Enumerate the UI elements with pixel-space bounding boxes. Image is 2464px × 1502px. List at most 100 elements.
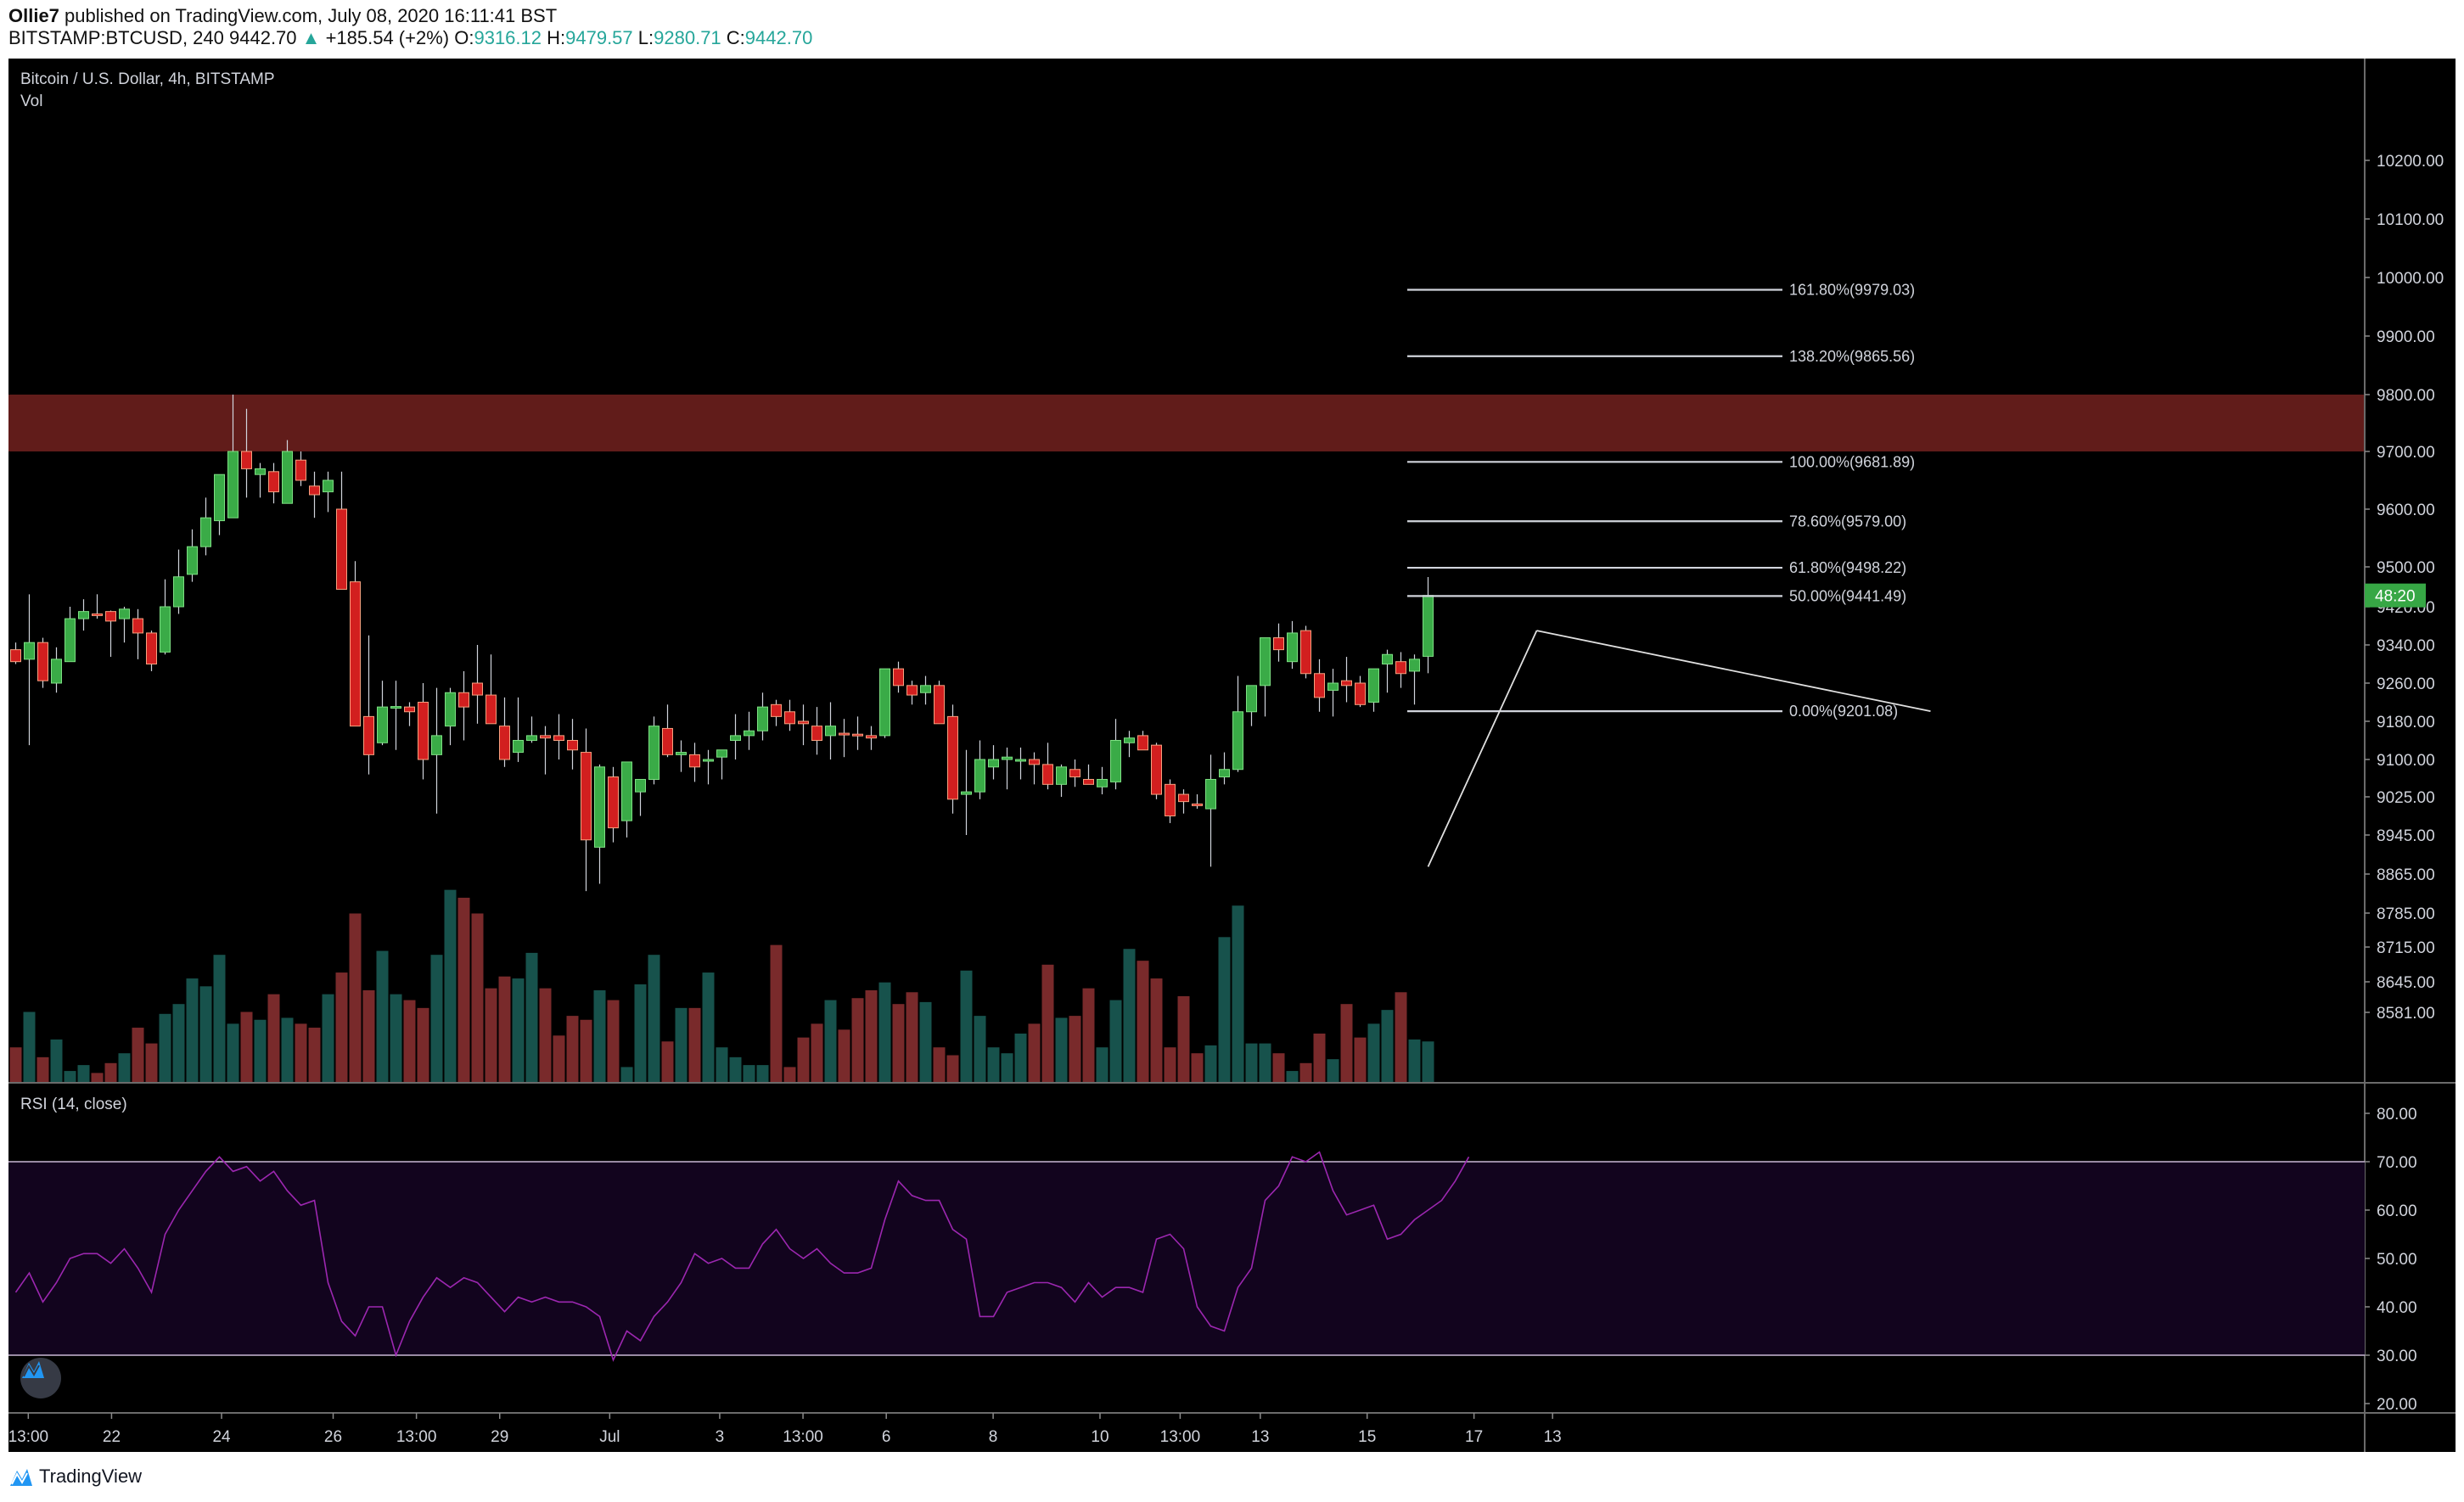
candle-body[interactable] bbox=[811, 726, 822, 741]
candle-body[interactable] bbox=[934, 685, 945, 725]
candle-body[interactable] bbox=[105, 611, 116, 622]
candle-body[interactable] bbox=[906, 685, 918, 696]
candle-body[interactable] bbox=[771, 703, 782, 717]
candle-body[interactable] bbox=[1205, 778, 1216, 810]
candle-body[interactable] bbox=[648, 726, 659, 780]
candle-body[interactable] bbox=[200, 517, 211, 547]
candle-body[interactable] bbox=[553, 735, 564, 741]
candle-body[interactable] bbox=[350, 581, 361, 727]
candle-body[interactable] bbox=[1151, 744, 1162, 795]
candle-body[interactable] bbox=[1409, 659, 1420, 672]
candle-body[interactable] bbox=[879, 668, 890, 737]
candle-body[interactable] bbox=[744, 730, 755, 737]
candle-body[interactable] bbox=[214, 474, 225, 522]
candle-body[interactable] bbox=[336, 508, 347, 590]
candle-body[interactable] bbox=[255, 468, 266, 475]
candle-body[interactable] bbox=[486, 694, 497, 725]
candle-body[interactable] bbox=[1273, 637, 1284, 651]
candle-body[interactable] bbox=[1124, 737, 1135, 743]
candle-body[interactable] bbox=[988, 759, 999, 768]
candle-body[interactable] bbox=[309, 485, 320, 496]
candle-body[interactable] bbox=[51, 659, 62, 684]
candle-body[interactable] bbox=[1192, 803, 1203, 806]
candle-body[interactable] bbox=[689, 754, 700, 768]
candle-body[interactable] bbox=[295, 459, 306, 481]
candle-body[interactable] bbox=[893, 668, 904, 687]
trend-line[interactable] bbox=[1427, 630, 1538, 867]
candle-body[interactable] bbox=[363, 715, 374, 755]
candle-body[interactable] bbox=[1327, 682, 1339, 691]
candle-body[interactable] bbox=[1260, 637, 1271, 687]
candle-body[interactable] bbox=[132, 618, 143, 634]
candle-body[interactable] bbox=[1029, 759, 1040, 765]
candle-body[interactable] bbox=[65, 618, 76, 663]
candle-body[interactable] bbox=[526, 735, 537, 741]
candle-body[interactable] bbox=[1083, 778, 1094, 785]
candle-body[interactable] bbox=[974, 759, 985, 793]
candle-body[interactable] bbox=[1423, 595, 1434, 657]
candle-body[interactable] bbox=[825, 726, 836, 737]
candle-body[interactable] bbox=[1341, 680, 1352, 687]
candle-body[interactable] bbox=[716, 749, 727, 758]
chart-canvas[interactable]: 161.80%(9979.03)138.20%(9865.56)100.00%(… bbox=[8, 59, 2456, 1452]
candle-body[interactable] bbox=[1382, 653, 1393, 664]
candle-body[interactable] bbox=[146, 632, 157, 664]
candle-body[interactable] bbox=[662, 727, 673, 755]
candle-body[interactable] bbox=[282, 451, 293, 504]
candle-body[interactable] bbox=[1110, 740, 1121, 782]
candle-body[interactable] bbox=[1368, 668, 1379, 703]
candle-body[interactable] bbox=[1246, 685, 1257, 713]
candle-body[interactable] bbox=[1056, 766, 1067, 785]
candle-body[interactable] bbox=[676, 752, 687, 755]
candle-body[interactable] bbox=[160, 606, 171, 653]
candle-body[interactable] bbox=[472, 682, 483, 696]
candle-body[interactable] bbox=[1300, 630, 1311, 675]
candle-body[interactable] bbox=[730, 735, 741, 741]
candle-body[interactable] bbox=[119, 608, 130, 619]
candle-body[interactable] bbox=[1165, 783, 1176, 816]
candle-body[interactable] bbox=[1395, 661, 1406, 675]
candle-body[interactable] bbox=[1178, 793, 1189, 803]
candle-body[interactable] bbox=[24, 642, 35, 660]
candle-body[interactable] bbox=[1219, 769, 1230, 778]
candle-body[interactable] bbox=[567, 740, 578, 751]
candle-body[interactable] bbox=[37, 642, 48, 681]
candle-body[interactable] bbox=[431, 735, 442, 755]
candle-body[interactable] bbox=[404, 706, 415, 713]
candle-body[interactable] bbox=[839, 732, 850, 736]
candle-body[interactable] bbox=[852, 733, 863, 737]
candle-body[interactable] bbox=[10, 649, 21, 663]
candle-body[interactable] bbox=[1042, 764, 1053, 785]
candle-body[interactable] bbox=[418, 702, 429, 760]
author-name[interactable]: Ollie7 bbox=[8, 5, 59, 26]
candle-body[interactable] bbox=[594, 766, 605, 848]
trend-line[interactable] bbox=[1536, 630, 1931, 713]
candle-body[interactable] bbox=[540, 735, 551, 739]
candle-body[interactable] bbox=[458, 692, 469, 708]
candle-body[interactable] bbox=[377, 706, 388, 743]
candle-body[interactable] bbox=[390, 706, 401, 709]
tradingview-badge[interactable] bbox=[20, 1358, 61, 1398]
candle-body[interactable] bbox=[608, 776, 619, 829]
candle-body[interactable] bbox=[1314, 673, 1325, 698]
candle-body[interactable] bbox=[1137, 735, 1148, 751]
candle-body[interactable] bbox=[621, 761, 632, 821]
candle-body[interactable] bbox=[78, 611, 89, 619]
candle-body[interactable] bbox=[1002, 756, 1013, 760]
candle-body[interactable] bbox=[323, 479, 334, 493]
footer-brand[interactable]: TradingView bbox=[8, 1466, 142, 1488]
candle-body[interactable] bbox=[1355, 682, 1366, 705]
candle-body[interactable] bbox=[92, 613, 103, 616]
candle-body[interactable] bbox=[703, 759, 714, 762]
candle-body[interactable] bbox=[499, 726, 510, 760]
candle-body[interactable] bbox=[784, 711, 795, 725]
candle-body[interactable] bbox=[513, 740, 524, 754]
candle-body[interactable] bbox=[187, 546, 198, 575]
candle-body[interactable] bbox=[798, 720, 809, 725]
candle-body[interactable] bbox=[581, 752, 592, 841]
candle-body[interactable] bbox=[268, 471, 279, 493]
candle-body[interactable] bbox=[1097, 778, 1108, 787]
candle-body[interactable] bbox=[227, 451, 239, 518]
candle-body[interactable] bbox=[635, 778, 646, 793]
rsi-line[interactable] bbox=[14, 1151, 1470, 1362]
